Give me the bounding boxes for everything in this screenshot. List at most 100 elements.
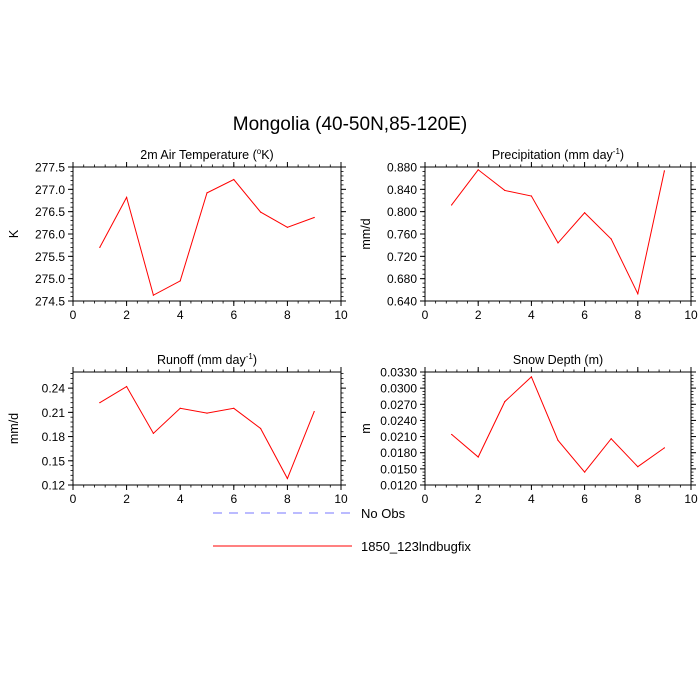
x-tick-label: 0 (70, 492, 77, 506)
y-tick-label: 0.0150 (380, 462, 417, 476)
y-tick-label: 276.5 (35, 205, 65, 219)
x-tick-label: 4 (177, 492, 184, 506)
y-tick-label: 0.880 (387, 161, 417, 175)
panel-title-end: K) (261, 148, 274, 162)
y-axis-label: mm/d (359, 218, 373, 249)
x-tick-label: 10 (684, 308, 698, 322)
y-tick-label: 0.720 (387, 250, 417, 264)
data-point (313, 410, 315, 413)
data-point (557, 242, 559, 244)
y-axis-label: m (359, 423, 373, 433)
y-tick-label: 0.800 (387, 205, 417, 219)
x-tick-label: 0 (70, 308, 77, 322)
series-line (99, 385, 315, 480)
data-point (584, 212, 586, 214)
legend-label-1850-123lndbugfix: 1850_123lndbugfix (361, 539, 471, 554)
data-point (286, 226, 288, 228)
panel-title-superscript: -1 (246, 352, 254, 361)
data-point (663, 447, 666, 449)
x-tick-label: 2 (475, 308, 482, 322)
data-point (206, 412, 208, 414)
data-point (610, 238, 612, 240)
data-point (233, 407, 235, 409)
y-tick-label: 0.24 (42, 382, 66, 396)
y-tick-label: 0.840 (387, 183, 417, 197)
x-tick-label: 10 (334, 492, 348, 506)
x-tick-label: 6 (581, 492, 588, 506)
main-title: Mongolia (40-50N,85-120E) (233, 114, 467, 135)
data-point (179, 280, 181, 282)
y-tick-label: 0.15 (42, 454, 66, 468)
x-tick-label: 8 (634, 492, 641, 506)
y-tick-label: 0.0180 (380, 446, 417, 460)
data-point (637, 293, 639, 295)
chart-runoff: Runoff (mm day-1) mm/d 0 2 4 6 8 10 0.12 0.15 0.18… (7, 352, 348, 506)
x-tick-label: 2 (123, 308, 130, 322)
data-point (99, 246, 101, 248)
y-tick-label: 0.680 (387, 272, 417, 286)
data-point (477, 456, 479, 458)
data-point (126, 385, 128, 388)
y-tick-label: 275.0 (35, 272, 65, 286)
data-point (206, 192, 208, 194)
y-axis-label: mm/d (7, 413, 21, 444)
x-tick-label: 0 (422, 492, 429, 506)
data-point (179, 407, 181, 409)
series-line (451, 375, 665, 473)
chart-panels: 2m Air Temperature (oK) K 0 2 4 6 8 10 274.5 275.… (7, 147, 698, 506)
y-tick-label: 0.12 (42, 479, 66, 493)
y-tick-label: 275.5 (35, 250, 65, 264)
x-tick-label: 8 (284, 492, 291, 506)
plot-frame (72, 166, 342, 302)
panel-title: Snow Depth (m) (513, 353, 603, 367)
y-tick-label: 0.0300 (380, 382, 417, 396)
data-point (530, 376, 533, 378)
data-point (504, 189, 506, 192)
panel-title-end: ) (253, 353, 257, 367)
y-tick-label: 0.0240 (380, 414, 417, 428)
data-point (451, 204, 453, 206)
series-line (451, 169, 665, 296)
x-tick-label: 2 (475, 492, 482, 506)
data-point (152, 294, 154, 296)
data-point (152, 432, 154, 434)
x-tick-label: 4 (177, 308, 184, 322)
chart-precipitation: Precipitation (mm day-1) mm/d 0 2 4 6 8 10 0.640… (359, 147, 698, 322)
x-tick-label: 6 (230, 308, 237, 322)
y-tick-label: 0.0120 (380, 479, 417, 493)
x-tick-label: 2 (123, 492, 130, 506)
x-tick-label: 6 (581, 308, 588, 322)
data-point (286, 477, 288, 480)
y-tick-label: 277.0 (35, 183, 65, 197)
data-point (260, 211, 262, 213)
plot-frame (424, 371, 692, 486)
x-tick-label: 4 (528, 492, 535, 506)
chart-snow-depth: Snow Depth (m) m 0 2 4 6 8 10 0.0120 0.0150 0.0180… (359, 353, 698, 506)
x-tick-label: 4 (528, 308, 535, 322)
y-axis-label: K (7, 229, 21, 238)
data-point (477, 169, 479, 171)
data-point (530, 195, 533, 197)
panel-title-superscript: o (257, 147, 262, 156)
data-point (557, 439, 559, 441)
y-tick-label: 274.5 (35, 295, 65, 309)
data-point (610, 438, 612, 440)
panel-title: 2m Air Temperature (oK) (140, 147, 273, 162)
plot-frame (72, 371, 342, 486)
y-tick-label: 277.5 (35, 161, 65, 175)
data-point (504, 400, 506, 403)
y-tick-label: 0.0330 (380, 366, 417, 380)
y-tick-label: 0.640 (387, 295, 417, 309)
x-tick-label: 6 (230, 492, 237, 506)
panel-title: Precipitation (mm day-1) (492, 147, 624, 162)
data-point (637, 466, 639, 468)
y-tick-label: 276.0 (35, 228, 65, 242)
data-point (313, 216, 315, 219)
y-tick-label: 0.0270 (380, 398, 417, 412)
y-tick-label: 0.18 (42, 430, 66, 444)
x-tick-label: 10 (684, 492, 698, 506)
y-tick-label: 0.760 (387, 228, 417, 242)
data-point (663, 170, 666, 172)
x-tick-label: 0 (422, 308, 429, 322)
